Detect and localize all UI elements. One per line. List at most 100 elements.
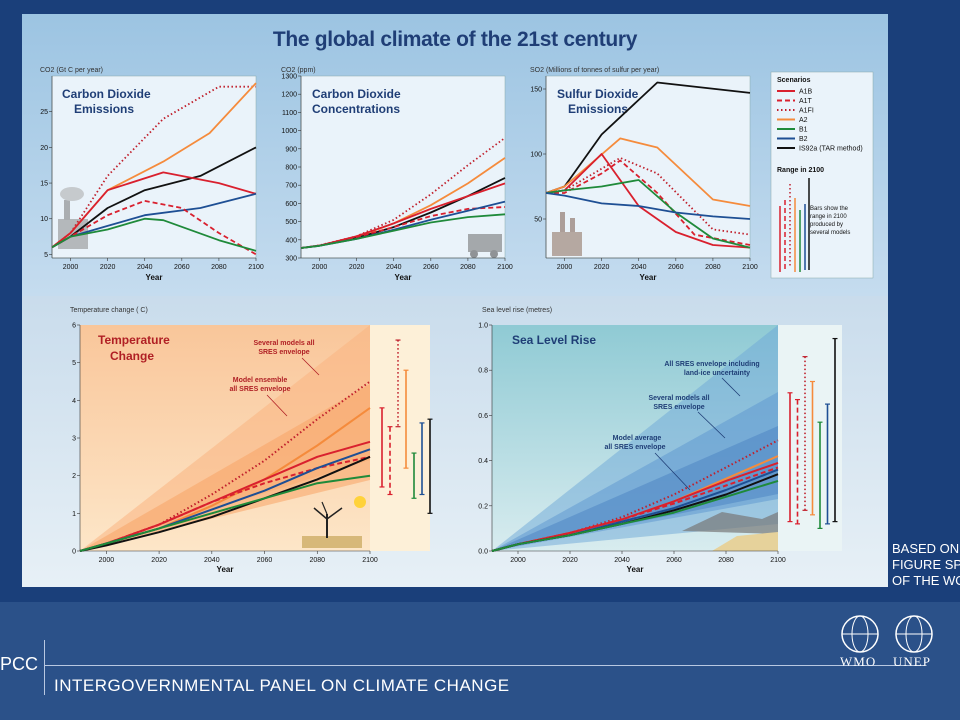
annotation-line-2: all SRES envelope <box>604 444 665 451</box>
y-tick-label: 400 <box>285 237 297 244</box>
y-tick-label: 25 <box>40 109 48 116</box>
y-ticks: 5 10 15 20 25 <box>40 76 53 259</box>
annotation-line-2: land-ice uncertainty <box>684 370 750 377</box>
annotation-line-1: Model average <box>613 435 662 442</box>
chart-co2-emissions: CO2 (Gt C per year) Carbon Dioxide Emiss… <box>40 67 264 282</box>
chart-title-line-1: Carbon Dioxide <box>312 87 401 101</box>
sea-envelope-middle <box>492 392 778 551</box>
y-tick-label: 1300 <box>281 74 297 81</box>
series-line-A2 <box>545 137 751 207</box>
x-tick-label: 2100 <box>362 557 378 564</box>
organization-name: INTERGOVERNMENTAL PANEL ON CLIMATE CHANG… <box>54 676 510 695</box>
chart-so2-emissions: SO2 (Millions of tonnes of sulfur per ye… <box>530 67 758 282</box>
series-line-B2 <box>545 192 751 220</box>
series-line-A1T <box>546 159 751 246</box>
y-tick-label: 15 <box>40 181 48 188</box>
chart-title-line-1: Temperature <box>98 333 170 347</box>
x-tick-label: 2080 <box>718 557 734 564</box>
y-tick-label: 0.6 <box>478 413 488 420</box>
x-tick-label: 2080 <box>211 264 227 271</box>
truck-illustration <box>468 234 502 258</box>
range-note-2: range in 2100 <box>810 214 847 220</box>
annotation-line-1: Several models all <box>253 340 314 347</box>
tree-branch <box>321 501 328 515</box>
xlabel: Year <box>146 273 163 282</box>
y-ticks: 0.0 0.2 0.4 0.6 0.8 1.0 <box>478 323 493 556</box>
series-line-A1FI <box>300 137 506 249</box>
truck-body <box>468 234 502 252</box>
x-tick-label: 2040 <box>137 264 153 271</box>
annotation-arrow <box>697 411 726 439</box>
range-note-3: produced by <box>810 222 843 228</box>
temp-envelope-inner <box>80 384 370 551</box>
x-tick-label: 2100 <box>497 264 513 271</box>
chimney-shape <box>570 218 575 232</box>
series-line-IS92a <box>79 455 371 552</box>
x-tick-label: 2040 <box>614 557 630 564</box>
chart-title-line-2: Change <box>110 349 154 363</box>
x-tick-label: 2060 <box>174 264 190 271</box>
sun-icon <box>354 496 366 508</box>
legend-box <box>770 71 874 279</box>
x-tick-label: 2040 <box>204 557 220 564</box>
legend-items: A1B A1T A1FI A2 B1 B2 IS92a (TAR method) <box>777 89 863 153</box>
sea-envelope-inner <box>492 426 778 551</box>
y-tick-label: 600 <box>285 201 297 208</box>
y-tick-label: 300 <box>285 256 297 263</box>
xlabel: Year <box>217 565 234 574</box>
y-ticks: 0 1 2 3 4 5 6 <box>72 323 81 556</box>
climate-poster: The global climate of the 21st century <box>22 14 888 587</box>
series-line-A1FI <box>545 157 751 236</box>
annotation-arrow <box>266 394 288 417</box>
series-line-B1 <box>545 179 751 249</box>
x-tick-label: 2040 <box>631 264 647 271</box>
legend-label-A1T: A1T <box>799 98 813 105</box>
xlabel: Year <box>627 565 644 574</box>
series-lines <box>300 137 506 249</box>
scenario-legend: Scenarios A1B A1T A1FI A2 B1 B2 IS92a (TAR met… <box>770 71 874 279</box>
temp-envelope-outer <box>80 325 370 551</box>
side-text-line-1: BASED ON <box>892 541 960 556</box>
charts-canvas: CO2 (Gt C per year) Carbon Dioxide Emiss… <box>40 67 874 574</box>
xlabel: Year <box>640 273 657 282</box>
truck-wheel <box>490 250 498 258</box>
annotation-line-1: All SRES envelope including <box>664 361 759 368</box>
x-tick-label: 2060 <box>668 264 684 271</box>
x-tick-label: 2100 <box>742 264 758 271</box>
y-tick-label: 100 <box>530 152 542 159</box>
y-tick-label: 1100 <box>282 110 297 117</box>
chart-temperature-change: Temperature change ( C) Temperature Chan… <box>70 307 433 574</box>
chimney-shape <box>64 200 70 220</box>
y-ticks: 50 100 150 <box>530 76 547 258</box>
ground-shape <box>302 536 362 548</box>
x-tick-label: 2000 <box>312 264 328 271</box>
x-tick-label: 2000 <box>557 264 573 271</box>
range-area <box>778 325 842 551</box>
x-tick-label: 2060 <box>423 264 439 271</box>
annotation-arrow <box>721 377 741 397</box>
y-tick-label: 2 <box>72 473 76 480</box>
building-shape <box>552 232 582 256</box>
legend-label-B1: B1 <box>799 127 808 134</box>
y-tick-label: 6 <box>72 323 76 330</box>
x-tick-label: 2020 <box>100 264 116 271</box>
x-tick-label: 2000 <box>510 557 526 564</box>
y-tick-label: 1000 <box>281 128 297 135</box>
x-tick-label: 2080 <box>460 264 476 271</box>
y-tick-label: 0.2 <box>478 503 488 510</box>
ylabel: CO2 (ppm) <box>281 67 316 74</box>
y-tick-label: 150 <box>530 87 542 94</box>
annotation-line-1: Several models all <box>648 395 709 402</box>
smoke-shape <box>60 187 84 201</box>
chart-title-line-1: Carbon Dioxide <box>62 87 151 101</box>
x-tick-label: 2080 <box>309 557 325 564</box>
series-line-B1 <box>300 213 506 249</box>
ylabel: Sea level rise (metres) <box>482 307 552 314</box>
chimney-shape <box>560 212 565 232</box>
unep-label: UNEP <box>893 654 931 669</box>
y-ticks: 300 400 500 600 700 800 900 1000 1100 1200 1300 <box>281 74 302 263</box>
y-tick-label: 5 <box>44 252 48 259</box>
series-line-B1 <box>491 479 779 552</box>
chart-title-line-1: Sulfur Dioxide <box>557 87 639 101</box>
xlabel: Year <box>395 273 412 282</box>
